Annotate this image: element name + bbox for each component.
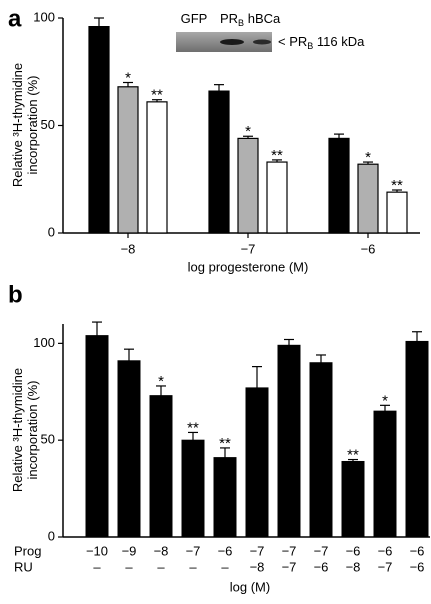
y-tick-label: 0 bbox=[48, 528, 55, 543]
y-axis-label: Relative ³H-thymidine incorporation (%) bbox=[10, 62, 40, 188]
y-tick-label: 100 bbox=[33, 335, 55, 350]
bar bbox=[117, 86, 139, 234]
x-axis-label: log (M) bbox=[230, 579, 270, 594]
bar bbox=[245, 387, 269, 538]
y-tick-label: 100 bbox=[33, 9, 55, 24]
x-tick-label: −8 bbox=[346, 559, 361, 574]
significance-mark: * bbox=[158, 373, 164, 390]
x-tick-label: – bbox=[189, 559, 197, 574]
bar bbox=[341, 460, 365, 538]
x-tick-label: −6 bbox=[410, 559, 425, 574]
bar bbox=[149, 395, 173, 538]
x-tick-label: −6 bbox=[361, 241, 376, 256]
x-tick-label: −7 bbox=[378, 559, 393, 574]
x-tick-label: −8 bbox=[121, 241, 136, 256]
x-tick-label: −7 bbox=[186, 543, 201, 558]
x-tick-label: −10 bbox=[86, 543, 108, 558]
bar bbox=[117, 360, 141, 538]
bar bbox=[357, 163, 379, 234]
significance-mark: ** bbox=[271, 147, 283, 164]
band-label-subscript: B bbox=[307, 41, 313, 51]
x-tick-label: −6 bbox=[378, 543, 393, 558]
bar bbox=[309, 362, 333, 538]
bar bbox=[146, 101, 168, 234]
band-label-text: 116 kDa bbox=[313, 34, 365, 49]
x-tick-label: −7 bbox=[241, 241, 256, 256]
row-label: RU bbox=[14, 559, 33, 574]
lane-label: GFP bbox=[181, 11, 208, 26]
band-label: < PRB 116 kDa bbox=[278, 34, 365, 51]
lane-text: hBCa bbox=[248, 11, 281, 26]
x-tick-label: −8 bbox=[154, 543, 169, 558]
band-label-text: < PR bbox=[278, 34, 307, 49]
x-tick-label: −6 bbox=[218, 543, 233, 558]
bar bbox=[373, 410, 397, 538]
x-tick-label: −9 bbox=[122, 543, 137, 558]
y-tick-label: 50 bbox=[41, 117, 55, 132]
y-tick-label: 50 bbox=[41, 432, 55, 447]
bar bbox=[88, 26, 110, 234]
bar bbox=[277, 344, 301, 538]
significance-mark: ** bbox=[187, 419, 199, 436]
x-tick-label: – bbox=[125, 559, 133, 574]
bar bbox=[85, 335, 109, 538]
lane-label: PRB bbox=[220, 11, 244, 28]
significance-mark: * bbox=[125, 69, 131, 86]
bar bbox=[237, 137, 259, 234]
x-tick-label: −7 bbox=[282, 543, 297, 558]
x-axis-label: log progesterone (M) bbox=[188, 259, 309, 274]
panel-letter: a bbox=[8, 5, 22, 32]
x-tick-label: – bbox=[93, 559, 101, 574]
x-tick-label: −6 bbox=[314, 559, 329, 574]
lane-text: GFP bbox=[181, 11, 208, 26]
row-label: Prog bbox=[14, 543, 41, 558]
x-tick-label: −7 bbox=[250, 543, 265, 558]
y-tick-label: 0 bbox=[48, 224, 55, 239]
x-tick-label: −7 bbox=[314, 543, 329, 558]
x-tick-label: −7 bbox=[282, 559, 297, 574]
bar bbox=[405, 340, 429, 538]
blot-band bbox=[253, 39, 271, 45]
lane-text: PR bbox=[220, 11, 238, 26]
blot-band bbox=[220, 39, 244, 45]
x-tick-label: −8 bbox=[250, 559, 265, 574]
significance-mark: ** bbox=[219, 435, 231, 452]
lane-subscript: B bbox=[238, 18, 244, 28]
significance-mark: ** bbox=[347, 447, 359, 464]
lane-label: hBCa bbox=[248, 11, 281, 26]
x-tick-label: −6 bbox=[410, 543, 425, 558]
bar bbox=[386, 191, 408, 234]
bar bbox=[213, 457, 237, 538]
panel-letter: b bbox=[8, 281, 23, 308]
x-tick-label: – bbox=[221, 559, 229, 574]
y-axis-label: Relative ³H-thymidine incorporation (%) bbox=[10, 367, 40, 493]
bar bbox=[328, 137, 350, 234]
x-tick-label: −6 bbox=[346, 543, 361, 558]
significance-mark: ** bbox=[151, 87, 163, 104]
bar bbox=[266, 161, 288, 234]
bar bbox=[208, 90, 230, 234]
significance-mark: ** bbox=[391, 177, 403, 194]
x-tick-label: – bbox=[157, 559, 165, 574]
significance-mark: * bbox=[382, 392, 388, 409]
bar bbox=[181, 439, 205, 538]
significance-mark: * bbox=[365, 149, 371, 166]
significance-mark: * bbox=[245, 123, 251, 140]
